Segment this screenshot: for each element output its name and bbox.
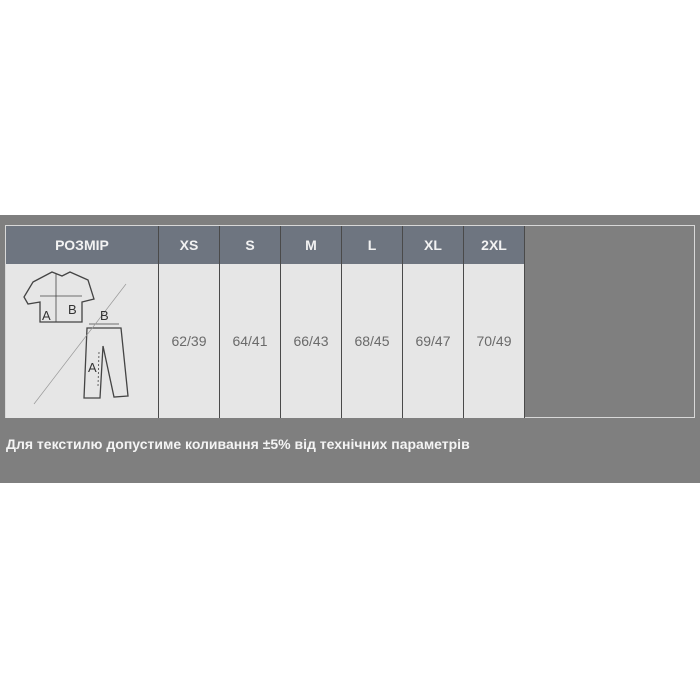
size-table: РОЗМІР XS S M L XL 2XL A B B A	[6, 226, 525, 418]
size-value: 68/45	[341, 264, 403, 418]
tolerance-note: Для текстилю допустиме коливання ±5% від…	[6, 436, 470, 452]
shirt-a-label: A	[42, 308, 51, 323]
header-row: РОЗМІР XS S M L XL 2XL	[6, 226, 525, 264]
header-size: XS	[158, 226, 220, 264]
values-row: A B B A 62/39 64/41 66/43 68/45 69/47 70…	[6, 264, 525, 418]
header-size-label: РОЗМІР	[6, 226, 159, 264]
header-size: 2XL	[463, 226, 525, 264]
pants-a-label: A	[88, 360, 97, 375]
size-value: 69/47	[402, 264, 464, 418]
size-value: 62/39	[158, 264, 220, 418]
shirt-pants-icon: A B B A	[23, 271, 129, 405]
size-value: 66/43	[280, 264, 342, 418]
garment-diagram: A B B A	[6, 264, 159, 418]
size-value: 64/41	[219, 264, 281, 418]
size-value: 70/49	[463, 264, 525, 418]
header-size: L	[341, 226, 403, 264]
header-size: XL	[402, 226, 464, 264]
header-size: M	[280, 226, 342, 264]
pants-b-label: B	[100, 308, 109, 323]
shirt-b-label: B	[68, 302, 77, 317]
header-size: S	[219, 226, 281, 264]
